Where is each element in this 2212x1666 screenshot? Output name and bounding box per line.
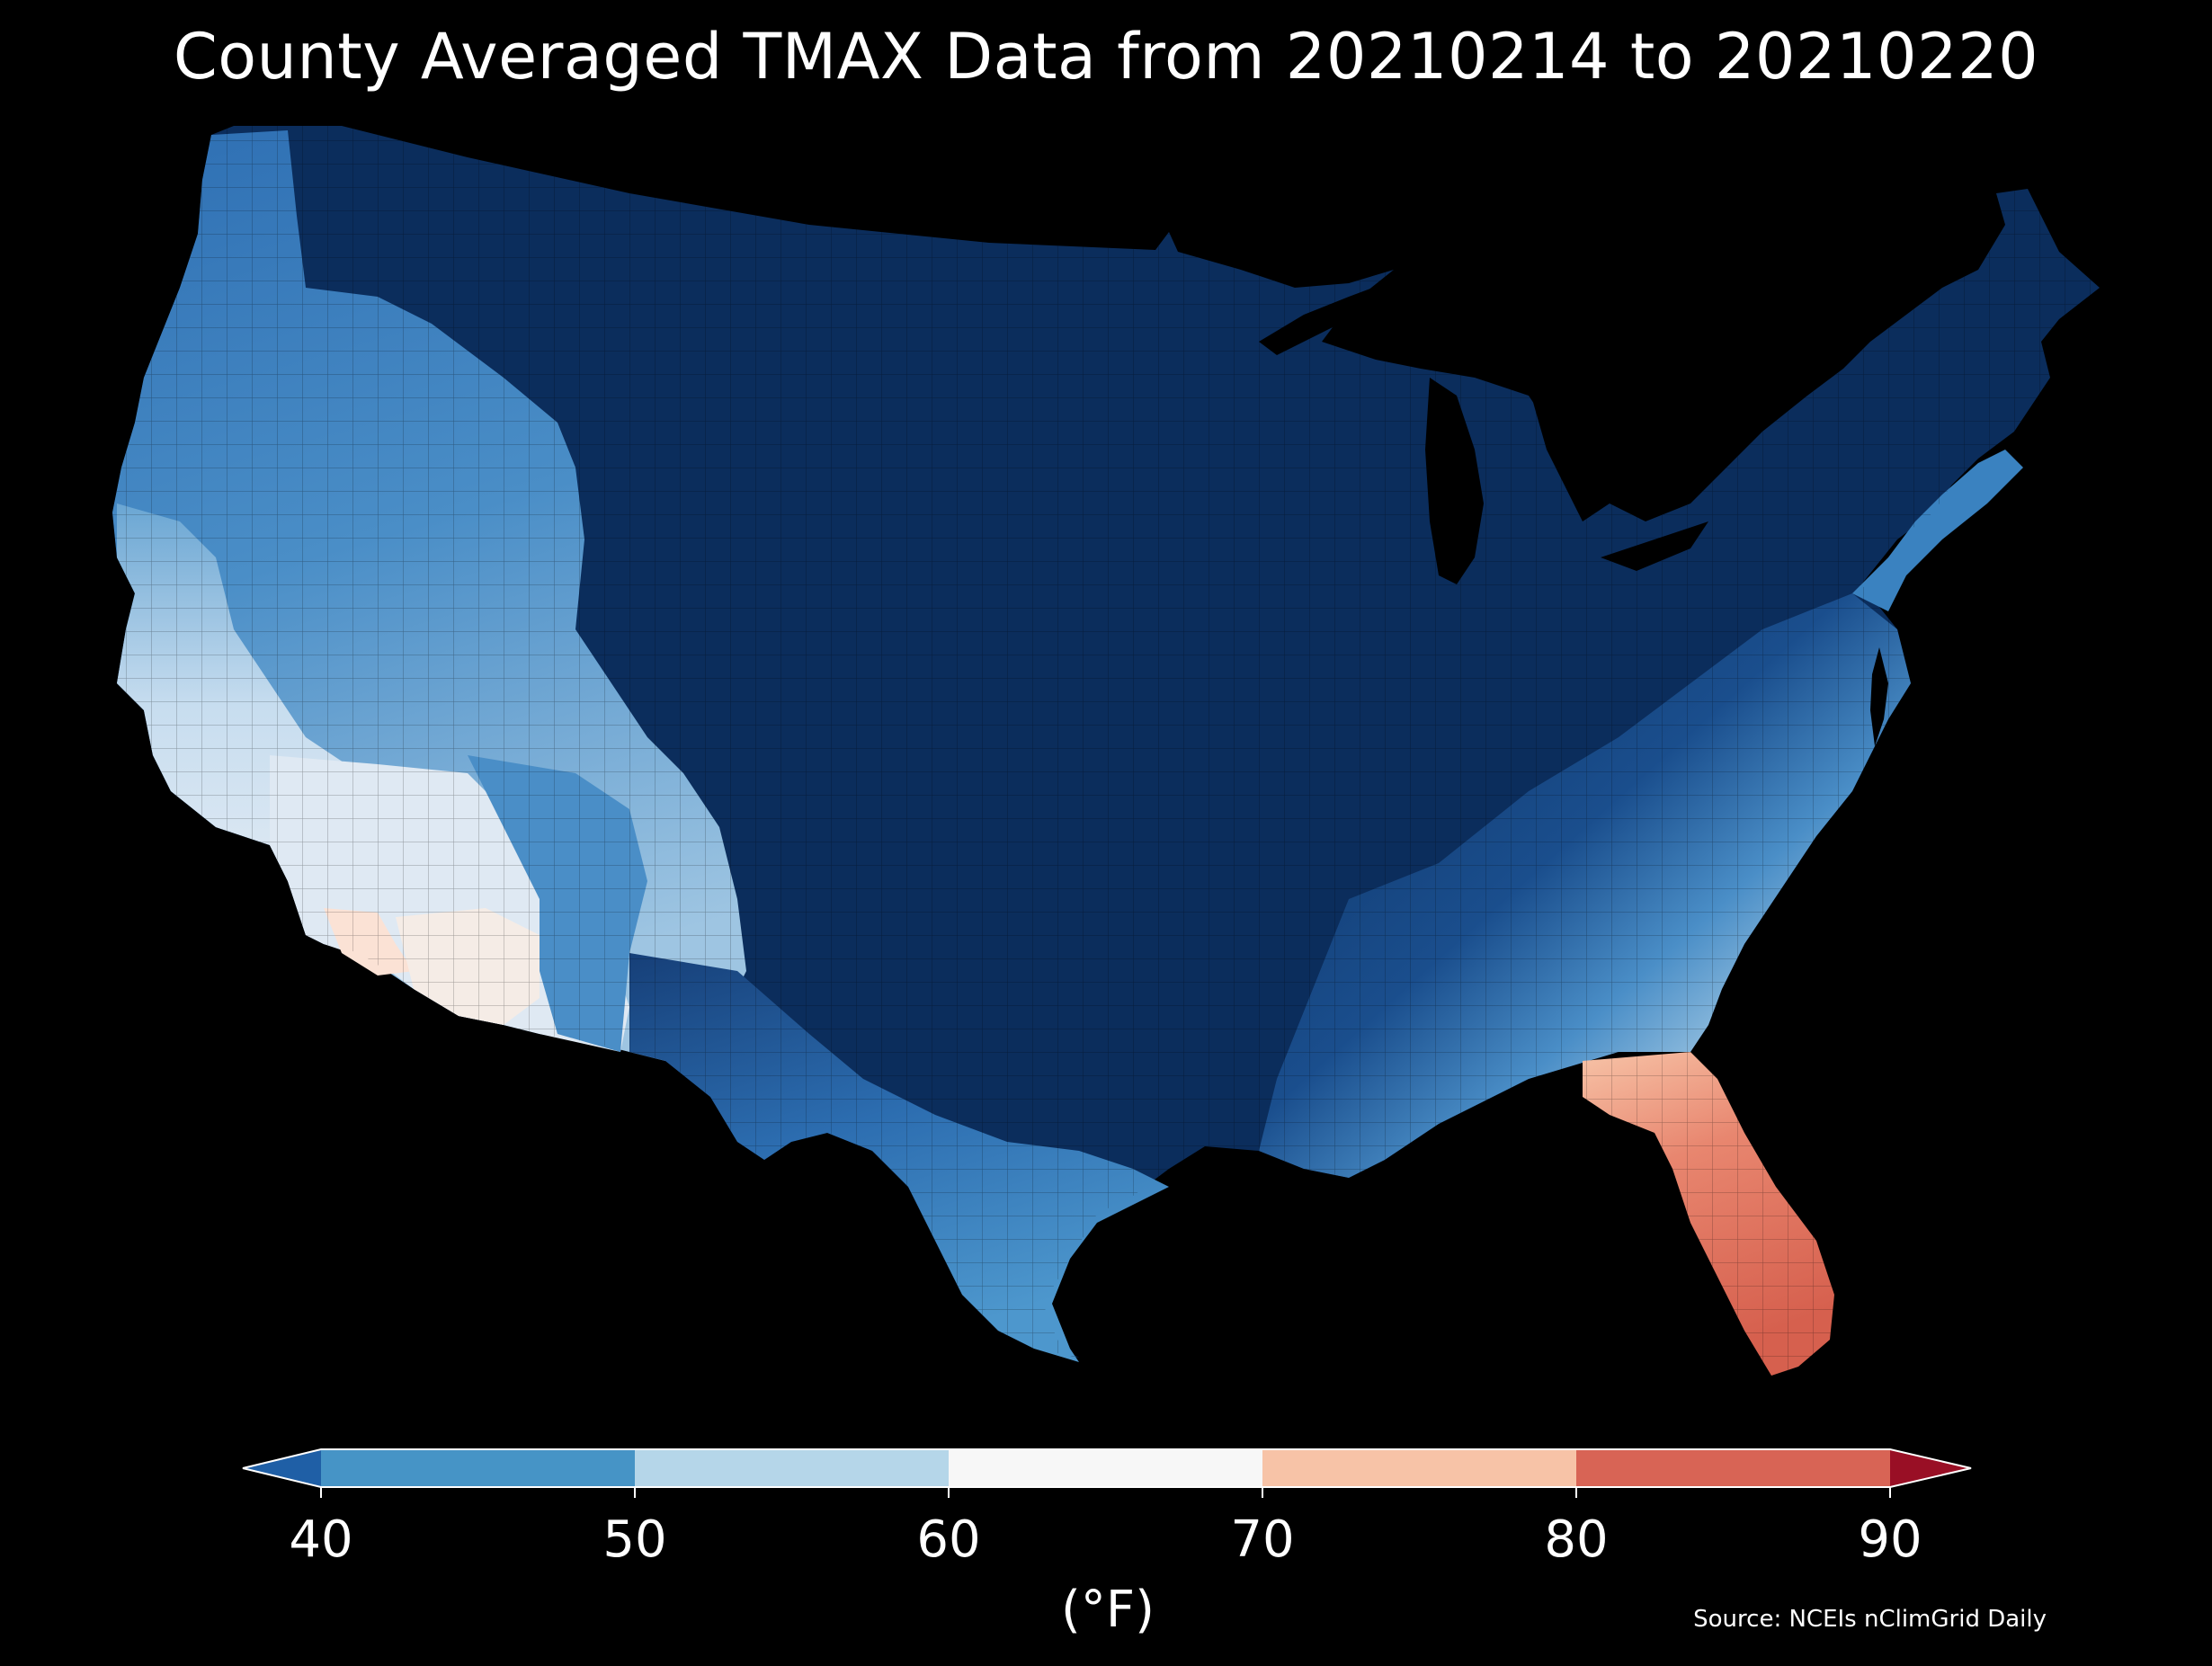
mid-atlantic-region <box>1852 450 2023 611</box>
colorbar-bin-70-80 <box>1262 1449 1576 1487</box>
lake-superior <box>1259 283 1385 355</box>
chesapeake-bay <box>1870 647 1888 746</box>
colorbar-tick-label: 70 <box>1230 1510 1295 1569</box>
colorbar-tick-label: 40 <box>289 1510 353 1569</box>
colorbar-tick-label: 60 <box>916 1510 981 1569</box>
colorbar-over-triangle <box>1890 1449 1971 1487</box>
colorbar-tick-label: 90 <box>1858 1510 1922 1569</box>
colorbar-tick-label: 50 <box>602 1510 667 1569</box>
source-credit: Source: NCEIs nClimGrid Daily <box>1693 1606 2047 1633</box>
lake-huron <box>1529 387 1610 521</box>
colorbar-bin-50-60 <box>635 1449 949 1487</box>
colorbar-bin-40-50 <box>321 1449 635 1487</box>
colorbar-under-triangle <box>243 1449 321 1487</box>
lake-erie <box>1601 521 1708 571</box>
colorbar-tick-label: 80 <box>1544 1510 1609 1569</box>
map-title: County Averaged TMAX Data from 20210214 … <box>173 20 2039 94</box>
lake-michigan <box>1425 378 1484 584</box>
colorbar-bin-80-90 <box>1576 1449 1890 1487</box>
colorbar-unit-label: (°F) <box>1061 1581 1155 1639</box>
colorbar-bin-60-70 <box>949 1449 1262 1487</box>
county-grid-overlay <box>112 126 2100 1376</box>
